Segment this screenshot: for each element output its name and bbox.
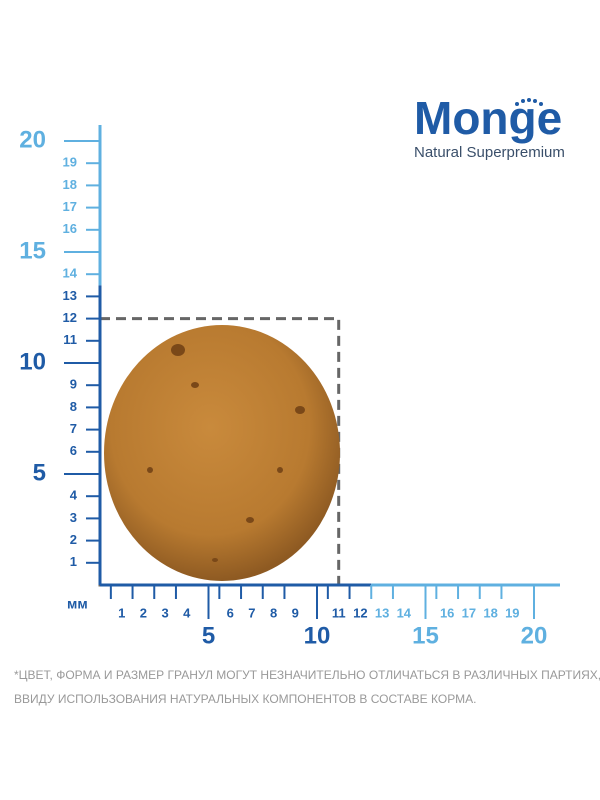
kibble-spot <box>212 558 218 562</box>
y-tick-label: 3 <box>70 510 77 525</box>
x-tick-label: 11 <box>332 605 346 620</box>
y-tick-label: 7 <box>70 421 77 436</box>
y-tick-label: 2 <box>70 532 77 547</box>
x-tick-label: 19 <box>505 605 519 620</box>
x-tick-label: 13 <box>375 605 389 620</box>
x-tick-label: 12 <box>353 605 367 620</box>
x-tick-label: 9 <box>292 605 299 620</box>
x-tick-label: 16 <box>440 605 454 620</box>
y-tick-label: 11 <box>63 332 77 347</box>
tagline: Natural Superpremium <box>414 144 565 161</box>
kibble-spot <box>246 517 254 523</box>
y-tick-label: 6 <box>70 443 77 458</box>
x-major-label: 15 <box>412 622 439 649</box>
kibble <box>104 325 340 581</box>
y-tick-label: 14 <box>63 266 78 281</box>
x-major-label: 5 <box>202 622 215 649</box>
unit-label: мм <box>67 596 88 612</box>
kibble-spot <box>191 382 199 388</box>
x-tick-label: 14 <box>397 605 412 620</box>
y-tick-label: 8 <box>70 399 77 414</box>
x-major-label: 10 <box>304 622 331 649</box>
y-tick-label: 16 <box>63 221 77 236</box>
note-line: ВВИДУ ИСПОЛЬЗОВАНИЯ НАТУРАЛЬНЫХ КОМПОНЕН… <box>14 692 476 706</box>
logo-stars <box>515 98 543 106</box>
x-tick-label: 7 <box>248 605 255 620</box>
kibble-spot <box>277 467 283 473</box>
y-major-label: 10 <box>19 348 46 375</box>
kibble-spot <box>147 467 153 473</box>
x-tick-label: 4 <box>183 605 191 620</box>
y-tick-label: 13 <box>63 288 77 303</box>
y-major-label: 20 <box>19 126 46 153</box>
brand: Monge <box>414 92 562 144</box>
y-tick-label: 17 <box>63 199 77 214</box>
x-tick-label: 3 <box>161 605 168 620</box>
kibble-spot <box>171 344 185 356</box>
x-major-label: 20 <box>521 622 548 649</box>
y-tick-label: 9 <box>70 377 77 392</box>
x-tick-label: 17 <box>462 605 476 620</box>
y-tick-label: 19 <box>63 155 77 170</box>
x-tick-label: 8 <box>270 605 277 620</box>
kibble-spot <box>295 406 305 414</box>
y-tick-label: 18 <box>63 177 77 192</box>
y-tick-label: 4 <box>70 488 78 503</box>
y-tick-label: 1 <box>70 554 77 569</box>
x-tick-label: 6 <box>227 605 234 620</box>
y-tick-label: 12 <box>63 310 77 325</box>
x-tick-label: 18 <box>483 605 497 620</box>
x-tick-label: 2 <box>140 605 147 620</box>
note-line: *ЦВЕТ, ФОРМА И РАЗМЕР ГРАНУЛ МОГУТ НЕЗНА… <box>14 668 600 682</box>
y-major-label: 15 <box>19 237 46 264</box>
x-tick-label: 1 <box>118 605 125 620</box>
y-major-label: 5 <box>33 459 46 486</box>
